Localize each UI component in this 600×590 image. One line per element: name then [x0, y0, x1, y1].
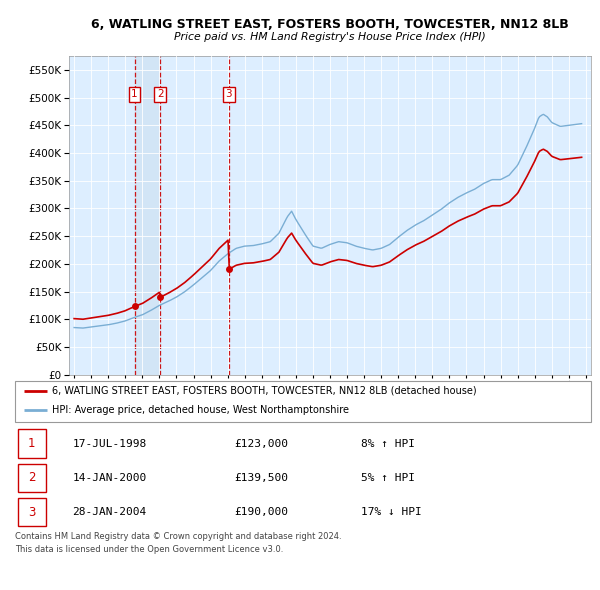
Text: £190,000: £190,000	[234, 507, 288, 517]
Text: This data is licensed under the Open Government Licence v3.0.: This data is licensed under the Open Gov…	[15, 545, 283, 554]
Text: 1: 1	[28, 437, 35, 450]
FancyBboxPatch shape	[18, 430, 46, 458]
Text: 14-JAN-2000: 14-JAN-2000	[73, 473, 147, 483]
Text: £139,500: £139,500	[234, 473, 288, 483]
Bar	[134, 56, 160, 375]
Text: 3: 3	[28, 506, 35, 519]
Text: 6, WATLING STREET EAST, FOSTERS BOOTH, TOWCESTER, NN12 8LB: 6, WATLING STREET EAST, FOSTERS BOOTH, T…	[91, 18, 569, 31]
Text: Contains HM Land Registry data © Crown copyright and database right 2024.: Contains HM Land Registry data © Crown c…	[15, 532, 341, 541]
Text: 6, WATLING STREET EAST, FOSTERS BOOTH, TOWCESTER, NN12 8LB (detached house): 6, WATLING STREET EAST, FOSTERS BOOTH, T…	[52, 386, 477, 396]
Text: 17-JUL-1998: 17-JUL-1998	[73, 439, 147, 448]
FancyBboxPatch shape	[18, 498, 46, 526]
Text: Price paid vs. HM Land Registry's House Price Index (HPI): Price paid vs. HM Land Registry's House …	[174, 32, 486, 42]
FancyBboxPatch shape	[18, 464, 46, 492]
Text: 17% ↓ HPI: 17% ↓ HPI	[361, 507, 421, 517]
Text: 5% ↑ HPI: 5% ↑ HPI	[361, 473, 415, 483]
FancyBboxPatch shape	[15, 381, 591, 422]
Text: HPI: Average price, detached house, West Northamptonshire: HPI: Average price, detached house, West…	[52, 405, 349, 415]
Text: 2: 2	[157, 89, 163, 99]
Text: 2: 2	[28, 471, 35, 484]
Text: 8% ↑ HPI: 8% ↑ HPI	[361, 439, 415, 448]
Text: 3: 3	[226, 89, 232, 99]
Text: 1: 1	[131, 89, 138, 99]
Text: £123,000: £123,000	[234, 439, 288, 448]
Text: 28-JAN-2004: 28-JAN-2004	[73, 507, 147, 517]
